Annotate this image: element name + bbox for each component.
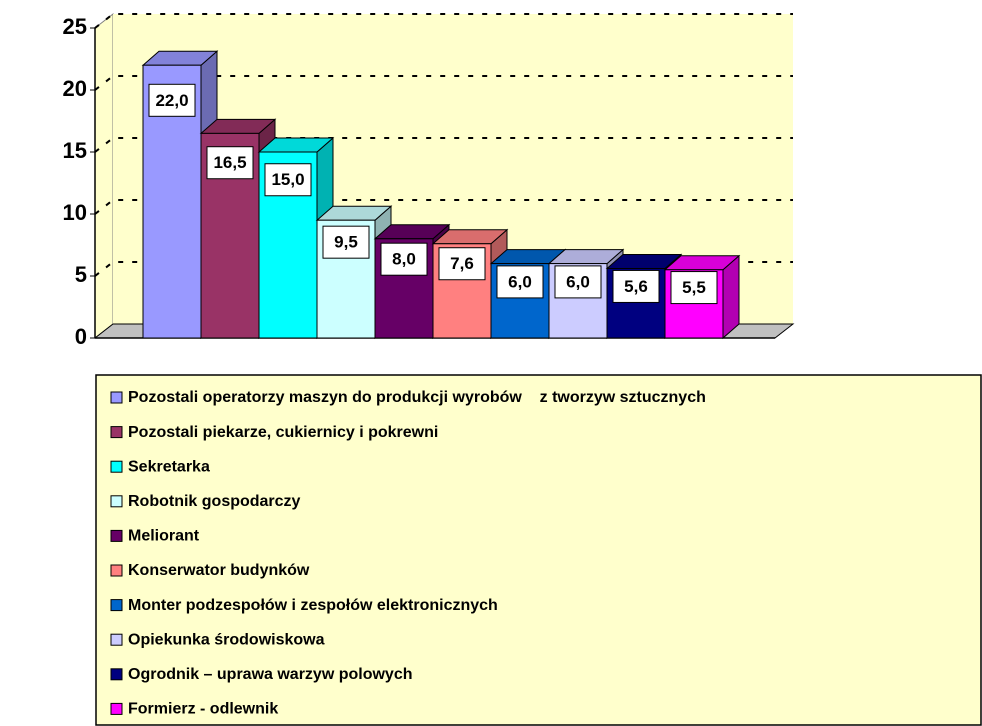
value-label: 5,6 xyxy=(624,277,648,296)
value-label: 8,0 xyxy=(392,250,416,269)
side-wall xyxy=(94,12,114,340)
value-label-box xyxy=(438,247,486,281)
value-label-box xyxy=(380,242,428,276)
legend-swatch xyxy=(110,460,123,473)
legend-swatch xyxy=(110,564,123,577)
value-label: 16,5 xyxy=(213,153,246,172)
y-tick-label: 25 xyxy=(63,14,87,39)
value-label: 5,5 xyxy=(682,278,706,297)
value-label-box xyxy=(670,271,718,305)
legend-label: Pozostali operatorzy maszyn do produkcji… xyxy=(128,389,706,406)
value-label: 6,0 xyxy=(508,272,532,291)
y-tick-label: 20 xyxy=(63,76,87,101)
legend-swatch xyxy=(110,426,123,439)
legend-label: Pozostali piekarze, cukiernicy i pokrewn… xyxy=(128,424,438,441)
legend-label: Formierz - odlewnik xyxy=(128,701,278,718)
legend-swatch xyxy=(110,633,123,646)
grid-line xyxy=(94,75,793,91)
legend-label: Sekretarka xyxy=(128,458,210,475)
value-label: 9,5 xyxy=(334,233,358,252)
value-label: 6,0 xyxy=(566,272,590,291)
grid-line xyxy=(94,137,793,153)
value-label-box xyxy=(206,146,254,180)
value-label-box xyxy=(554,265,602,299)
legend-label: Ogrodnik – uprawa warzyw polowych xyxy=(128,666,413,683)
value-label-box xyxy=(148,83,196,117)
value-label: 15,0 xyxy=(271,170,304,189)
value-label-box xyxy=(612,269,660,303)
legend-label: Konserwator budynków xyxy=(128,562,310,579)
grid-line xyxy=(94,199,793,215)
grid-line xyxy=(94,13,793,29)
value-label-box xyxy=(496,265,544,299)
y-tick-label: 10 xyxy=(63,200,87,225)
value-label-box xyxy=(264,163,312,197)
legend-swatch xyxy=(110,702,123,715)
legend-swatch xyxy=(110,495,123,508)
value-label-box xyxy=(322,225,370,259)
legend-swatch xyxy=(110,391,123,404)
y-tick-label: 15 xyxy=(63,138,87,163)
legend-box xyxy=(95,374,982,726)
legend-swatch xyxy=(110,599,123,612)
legend-swatch xyxy=(110,668,123,681)
legend-label: Meliorant xyxy=(128,528,200,545)
y-tick-label: 0 xyxy=(75,324,87,349)
value-label: 7,6 xyxy=(450,254,474,273)
y-tick-label: 5 xyxy=(75,262,87,287)
legend-label: Monter podzespołów i zespołów elektronic… xyxy=(128,597,498,614)
legend-swatch xyxy=(110,529,123,542)
legend-label: Opiekunka środowiskowa xyxy=(128,631,325,648)
legend-label: Robotnik gospodarczy xyxy=(128,493,301,510)
value-label: 22,0 xyxy=(155,91,188,110)
